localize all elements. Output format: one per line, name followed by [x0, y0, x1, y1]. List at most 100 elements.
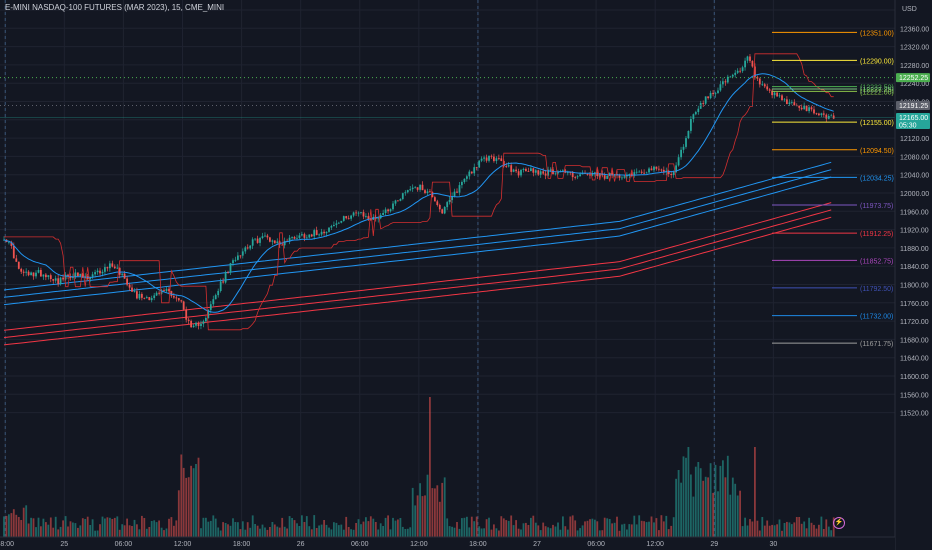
candle-body — [731, 74, 734, 77]
candle-body — [621, 177, 623, 179]
y-tick-label: 11920.00 — [900, 228, 929, 235]
volume-bar — [79, 525, 82, 537]
candle-body — [667, 170, 670, 174]
y-tick-label: 12080.00 — [900, 154, 929, 161]
volume-bar — [542, 522, 545, 537]
candle-body — [37, 270, 40, 273]
volume-bar — [594, 519, 596, 537]
candle-body — [645, 172, 648, 174]
volume-bar — [805, 528, 808, 537]
volume-bar — [596, 521, 599, 537]
candle-body — [45, 274, 47, 278]
volume-bar — [832, 517, 835, 537]
candle-body — [768, 89, 771, 91]
candle-body — [259, 238, 261, 243]
volume-bar — [729, 494, 732, 537]
candle-body — [121, 273, 124, 275]
volume-bar — [333, 522, 335, 537]
volume-bar — [525, 522, 527, 537]
candle-body — [96, 270, 99, 273]
candle-body — [579, 174, 581, 177]
volume-bar — [357, 519, 360, 537]
candle-body — [488, 155, 490, 161]
candle-body — [337, 222, 340, 224]
volume-bar — [665, 515, 668, 537]
y-tick-label: 11760.00 — [900, 301, 929, 308]
volume-bar — [692, 496, 695, 537]
volume-bar — [382, 526, 384, 537]
candle-body — [394, 200, 397, 204]
candle-body — [421, 184, 424, 191]
volume-bar — [116, 516, 119, 537]
candle-body — [17, 261, 20, 269]
volume-bar — [187, 477, 190, 537]
price-badge-label: 12165.00 — [899, 115, 928, 122]
candle-body — [116, 267, 119, 269]
volume-bar — [222, 522, 224, 537]
volume-bar — [377, 529, 380, 537]
candle-body — [515, 169, 517, 172]
volume-bar — [505, 520, 508, 537]
volume-bar — [466, 516, 468, 537]
volume-bar — [259, 528, 261, 537]
volume-bar — [800, 523, 803, 537]
candle-body — [436, 201, 439, 205]
candle-body — [401, 193, 404, 199]
candle-body — [273, 240, 276, 244]
volume-bar — [369, 516, 372, 537]
candle-body — [507, 165, 510, 167]
y-tick-label: 11520.00 — [900, 411, 929, 418]
candle-body — [256, 238, 259, 243]
volume-bar — [254, 524, 256, 537]
volume-bar — [328, 527, 330, 537]
candle-body — [502, 161, 505, 167]
price-badge — [896, 113, 930, 130]
volume-bar — [308, 526, 311, 537]
indicator-lines — [3, 53, 834, 331]
currency-label: USD — [902, 6, 917, 13]
volume-bar — [355, 523, 357, 537]
candle-body — [369, 219, 372, 220]
candle-body — [532, 168, 535, 173]
volume-bar — [643, 521, 645, 537]
volume-bar — [104, 518, 106, 537]
candle-body — [547, 169, 549, 176]
volume-bar — [360, 524, 362, 537]
candle-body — [131, 287, 133, 292]
volume-bar — [421, 496, 424, 537]
volume-bar — [608, 519, 611, 537]
candle-body — [424, 190, 426, 193]
candle-body — [276, 241, 279, 244]
volume-bar — [237, 522, 239, 537]
red-band-2 — [3, 216, 832, 346]
x-tick-label: 06:00 — [115, 541, 133, 548]
candle-body — [175, 297, 178, 299]
volume-bar — [640, 520, 643, 537]
candle-body — [687, 131, 690, 139]
volume-bar — [32, 518, 35, 537]
ma-line — [3, 73, 834, 313]
candle-body — [62, 277, 64, 280]
volume-bar — [106, 517, 109, 537]
volume-bar — [74, 523, 77, 537]
volume-bar — [571, 515, 574, 537]
candle-body — [8, 241, 10, 243]
candle-body — [352, 212, 355, 216]
candle-body — [266, 235, 269, 238]
volume-bar — [818, 524, 820, 537]
candle-body — [562, 170, 564, 172]
lightning-icon[interactable]: ⚡ — [833, 517, 845, 529]
candle-body — [690, 119, 692, 131]
candle-body — [416, 187, 419, 190]
candle-body — [431, 191, 434, 198]
candle-body — [734, 72, 737, 75]
x-tick-label: 29 — [710, 541, 718, 548]
volume-bar — [362, 521, 365, 537]
volume-bar — [438, 501, 441, 537]
candle-body — [239, 255, 242, 257]
candle-body — [205, 318, 207, 322]
volume-bar — [325, 524, 328, 537]
x-tick-label: 12:00 — [646, 541, 664, 548]
volume-bar — [276, 526, 279, 537]
